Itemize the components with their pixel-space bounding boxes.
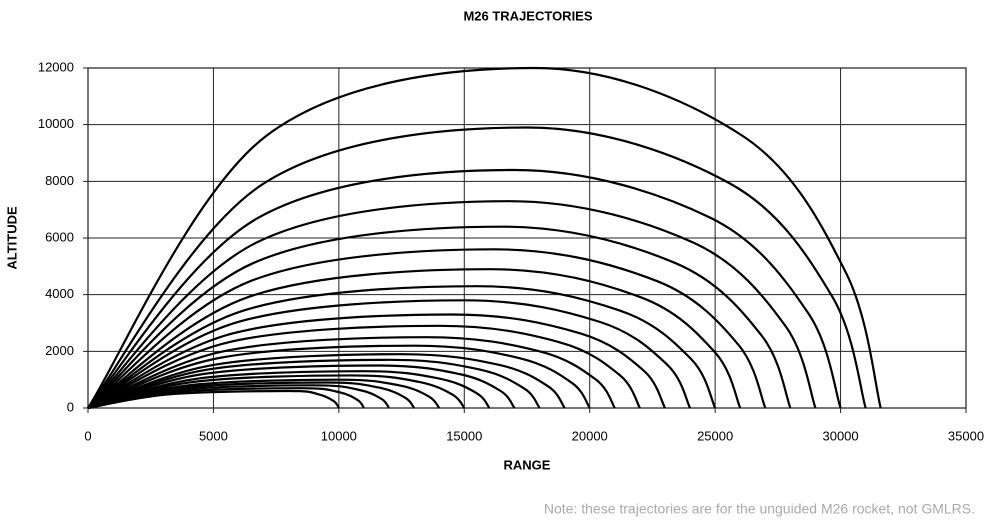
- trajectory: [87, 285, 717, 409]
- x-axis-label: RANGE: [504, 457, 551, 472]
- trajectory: [87, 324, 641, 409]
- y-axis-label: ALTITUDE: [4, 206, 19, 270]
- y-tick-label: 8000: [45, 173, 74, 188]
- x-tick-label: 20000: [572, 428, 608, 443]
- x-tick-label: 10000: [321, 428, 357, 443]
- y-tick-label: 0: [67, 399, 74, 414]
- x-tick-label: 30000: [822, 428, 858, 443]
- trajectory: [87, 248, 767, 409]
- x-tick-label: 35000: [948, 428, 984, 443]
- trajectory: [87, 336, 616, 410]
- trajectory: [87, 126, 867, 409]
- trajectory: [87, 378, 441, 410]
- y-tick-label: 4000: [45, 286, 74, 301]
- trajectory: [87, 313, 666, 409]
- y-tick-label: 6000: [45, 229, 74, 244]
- trajectory: [87, 268, 742, 409]
- trajectory: [87, 66, 882, 409]
- y-tick-label: 10000: [38, 116, 74, 131]
- trajectory: [87, 364, 516, 410]
- trajectory: [87, 353, 566, 410]
- note: Note: these trajectories are for the ung…: [544, 501, 975, 517]
- trajectory: [87, 389, 340, 410]
- trajectory: [87, 299, 692, 409]
- x-tick-label: 25000: [697, 428, 733, 443]
- trajectory: [87, 381, 416, 410]
- trajectory: [87, 384, 390, 410]
- trajectory: [87, 374, 466, 410]
- trajectory: [87, 344, 591, 410]
- trajectory: [87, 370, 491, 410]
- chart-title: M26 TRAJECTORIES: [463, 8, 592, 23]
- x-tick-label: 5000: [199, 428, 228, 443]
- x-tick-label: 0: [84, 428, 91, 443]
- trajectory: [87, 168, 842, 409]
- y-tick-label: 2000: [45, 343, 74, 358]
- x-tick-label: 15000: [446, 428, 482, 443]
- trajectory: [87, 358, 541, 410]
- trajectory: [87, 387, 365, 410]
- y-tick-label: 12000: [38, 59, 74, 74]
- trajectory: [87, 225, 792, 409]
- trajectory: [87, 200, 817, 409]
